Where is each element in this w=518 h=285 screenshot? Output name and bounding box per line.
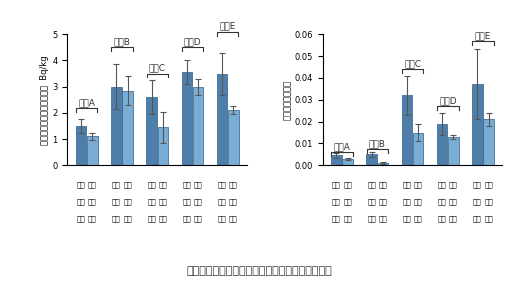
Text: 慣行: 慣行	[112, 198, 121, 205]
Text: カリ: カリ	[112, 215, 121, 222]
Text: 比較: 比較	[147, 181, 156, 188]
Text: カリ: カリ	[123, 215, 132, 222]
Bar	[437, 124, 448, 165]
Text: カリ: カリ	[379, 215, 387, 222]
Text: カリ: カリ	[218, 215, 226, 222]
Text: 慣行: 慣行	[229, 198, 238, 205]
Bar	[366, 154, 377, 165]
Bar	[413, 133, 424, 165]
Text: カリ: カリ	[77, 215, 85, 222]
Text: 慣行: 慣行	[367, 198, 376, 205]
Text: 慣行: 慣行	[182, 198, 191, 205]
Text: 慣行: 慣行	[88, 198, 97, 205]
Text: カリ: カリ	[147, 215, 156, 222]
Bar	[87, 137, 98, 165]
Text: 比較: 比較	[88, 181, 97, 188]
Text: ほ場A: ほ場A	[334, 142, 351, 151]
Text: ほ場C: ほ場C	[404, 59, 421, 68]
Text: カリ: カリ	[332, 215, 341, 222]
Text: ほ場B: ほ場B	[369, 139, 386, 148]
Text: ほ場A: ほ場A	[78, 98, 95, 107]
Text: ほ場D: ほ場D	[184, 38, 202, 46]
Text: 比較: 比較	[438, 181, 447, 188]
Text: 比較: 比較	[123, 181, 132, 188]
Bar	[111, 87, 122, 165]
Bar	[448, 137, 459, 165]
Text: 慣行: 慣行	[473, 198, 482, 205]
Text: カリ: カリ	[402, 215, 411, 222]
Y-axis label: 玄米の放射性セシウム濃度  Bq/kg: 玄米の放射性セシウム濃度 Bq/kg	[40, 55, 49, 144]
Text: 比較: 比較	[112, 181, 121, 188]
Text: 慣行: 慣行	[379, 198, 387, 205]
Text: ほ場C: ほ場C	[149, 64, 166, 73]
Text: カリ: カリ	[484, 215, 493, 222]
Text: 慣行: 慣行	[484, 198, 493, 205]
Text: ほ場D: ほ場D	[439, 97, 457, 105]
Text: 慣行: 慣行	[332, 198, 341, 205]
Bar	[472, 84, 483, 165]
Text: カリ: カリ	[88, 215, 97, 222]
Text: カリ: カリ	[449, 215, 458, 222]
Bar	[378, 163, 388, 165]
Text: 比較: 比較	[159, 181, 167, 188]
Text: 比較: 比較	[332, 181, 341, 188]
Bar	[401, 95, 412, 165]
Text: 比較: 比較	[402, 181, 411, 188]
Bar	[217, 74, 227, 165]
Text: 比較: 比較	[473, 181, 482, 188]
Y-axis label: 玄米への移行係数: 玄米への移行係数	[283, 80, 292, 120]
Text: 慣行: 慣行	[438, 198, 447, 205]
Bar	[331, 156, 342, 165]
Text: 慣行: 慣行	[194, 198, 203, 205]
Text: カリ: カリ	[367, 215, 376, 222]
Text: 図１　カリ増施による放射性セシウムの吸収抑制: 図１ カリ増施による放射性セシウムの吸収抑制	[186, 266, 332, 276]
Bar	[182, 72, 192, 165]
Text: 比較: 比較	[182, 181, 191, 188]
Bar	[193, 87, 204, 165]
Text: 比較: 比較	[77, 181, 85, 188]
Text: ほ場E: ほ場E	[475, 31, 491, 40]
Text: 慣行: 慣行	[449, 198, 458, 205]
Text: 慣行: 慣行	[123, 198, 132, 205]
Bar	[76, 126, 87, 165]
Text: 比較: 比較	[449, 181, 458, 188]
Text: カリ: カリ	[438, 215, 447, 222]
Text: 慣行: 慣行	[77, 198, 85, 205]
Bar	[122, 91, 133, 165]
Text: ほ場B: ほ場B	[113, 38, 131, 46]
Text: 比較: 比較	[343, 181, 352, 188]
Text: 比較: 比較	[194, 181, 203, 188]
Text: 比較: 比較	[484, 181, 493, 188]
Text: カリ: カリ	[229, 215, 238, 222]
Text: 慣行: 慣行	[343, 198, 352, 205]
Text: 慣行: 慣行	[147, 198, 156, 205]
Text: カリ: カリ	[194, 215, 203, 222]
Bar	[157, 127, 168, 165]
Bar	[146, 97, 157, 165]
Bar	[342, 159, 353, 165]
Text: 慣行: 慣行	[218, 198, 226, 205]
Text: 慣行: 慣行	[402, 198, 411, 205]
Text: 比較: 比較	[379, 181, 387, 188]
Text: カリ: カリ	[414, 215, 423, 222]
Text: 比較: 比較	[367, 181, 376, 188]
Text: カリ: カリ	[343, 215, 352, 222]
Bar	[483, 119, 494, 165]
Text: カリ: カリ	[182, 215, 191, 222]
Text: 比較: 比較	[414, 181, 423, 188]
Text: 慣行: 慣行	[159, 198, 167, 205]
Text: 慣行: 慣行	[414, 198, 423, 205]
Text: 比較: 比較	[229, 181, 238, 188]
Bar	[228, 110, 239, 165]
Text: カリ: カリ	[159, 215, 167, 222]
Text: 比較: 比較	[218, 181, 226, 188]
Text: カリ: カリ	[473, 215, 482, 222]
Text: ほ場E: ほ場E	[220, 22, 236, 31]
